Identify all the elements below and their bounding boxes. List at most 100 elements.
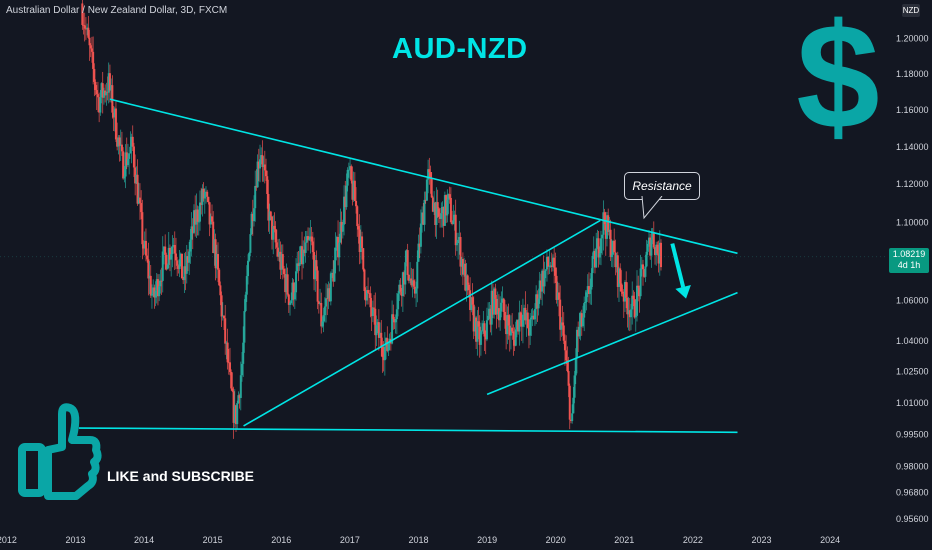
candle-body — [274, 228, 277, 243]
candle-body — [409, 278, 412, 281]
candle-body — [319, 302, 322, 304]
candle-body — [493, 288, 496, 315]
candle-body — [453, 214, 456, 221]
candle-body — [210, 216, 213, 222]
trendline-lower[interactable] — [78, 427, 738, 434]
candle-body — [536, 294, 539, 309]
candle-body — [130, 136, 133, 147]
candle-body — [441, 207, 444, 214]
candle-body — [254, 185, 257, 209]
candle-body — [358, 229, 361, 252]
candle-body — [623, 282, 626, 302]
chart-title: AUD-NZD — [392, 33, 528, 65]
candle-body — [583, 303, 586, 318]
candle-body — [568, 385, 571, 420]
candle-body — [627, 310, 630, 315]
candle-body — [244, 294, 247, 312]
candle-body — [399, 284, 402, 292]
candle-body — [182, 278, 185, 281]
candle-body — [93, 68, 96, 82]
candle-body — [656, 244, 659, 254]
candle-body — [235, 405, 237, 425]
candle-body — [469, 290, 472, 311]
candle-body — [279, 251, 282, 270]
candle-body — [601, 234, 604, 239]
candle-body — [204, 191, 207, 193]
candle-body — [428, 169, 431, 173]
candle-body — [397, 293, 400, 310]
candle-body — [443, 195, 446, 226]
candle-body — [335, 236, 338, 248]
trendline-rising-support-2[interactable] — [486, 291, 738, 396]
candle-body — [111, 85, 114, 113]
x-axis: 2012 2013 2014 2015 2016 2017 2018 2019 2020 2021… — [0, 535, 840, 545]
candle-body — [292, 282, 295, 300]
candle-body — [99, 97, 102, 113]
candle-body — [281, 254, 284, 269]
candle-body — [439, 216, 442, 219]
candle-body — [430, 178, 433, 198]
candle-body — [221, 315, 224, 317]
candle-body — [458, 237, 461, 240]
candle-body — [392, 314, 395, 320]
candle-body — [483, 323, 486, 337]
candle-body — [539, 280, 542, 292]
candle-body — [160, 280, 163, 282]
resistance-callout: Resistance — [624, 172, 700, 200]
candle-body — [585, 292, 588, 302]
candle-body — [331, 272, 334, 274]
candle-body — [309, 236, 312, 240]
candle-body — [332, 272, 335, 282]
candle-body — [106, 91, 109, 93]
trendline-upper[interactable] — [109, 98, 738, 255]
candle-body — [253, 208, 256, 222]
candle-body — [429, 172, 432, 179]
candle-body — [613, 240, 616, 253]
currency-badge[interactable]: NZD — [902, 4, 920, 17]
candle-body — [208, 202, 211, 225]
trendline-rising-support-1[interactable] — [243, 219, 601, 427]
candle-body — [327, 288, 330, 299]
candle-body — [86, 27, 89, 30]
candle-body — [165, 254, 168, 270]
candle-body — [463, 263, 466, 275]
candle-body — [457, 239, 460, 244]
candle-body — [105, 91, 108, 96]
candle-body — [89, 45, 92, 49]
candle-body — [237, 395, 240, 404]
candle-body — [478, 326, 481, 345]
candle-body — [353, 180, 356, 201]
candle-body — [374, 308, 377, 336]
candle-body — [507, 315, 510, 326]
candle-body — [265, 170, 268, 177]
candle-body — [470, 297, 473, 311]
candle-body — [158, 286, 161, 297]
y-tick-label: 1.12000 — [896, 179, 929, 189]
candle-body — [262, 164, 265, 168]
candle-body — [387, 343, 390, 351]
candle-body — [226, 342, 229, 363]
candle-body — [231, 388, 234, 392]
candle-body — [110, 85, 113, 91]
candle-body — [364, 290, 367, 301]
candle-body — [424, 199, 427, 201]
candle-body — [379, 332, 382, 338]
candle-body — [227, 362, 230, 364]
candle-body — [391, 314, 394, 344]
candle-body — [125, 152, 128, 166]
candle-body — [489, 308, 492, 325]
candle-body — [112, 112, 115, 118]
candle-body — [393, 319, 396, 323]
candle-body — [131, 136, 134, 147]
candle-body — [81, 3, 84, 25]
candle-body — [101, 83, 104, 98]
candle-body — [334, 247, 337, 261]
candle-body — [431, 197, 434, 212]
candle-body — [515, 320, 518, 330]
candle-body — [83, 25, 86, 29]
candle-body — [622, 293, 625, 302]
candle-body — [464, 263, 467, 291]
candle-body — [174, 253, 177, 261]
candle-body — [149, 275, 152, 296]
